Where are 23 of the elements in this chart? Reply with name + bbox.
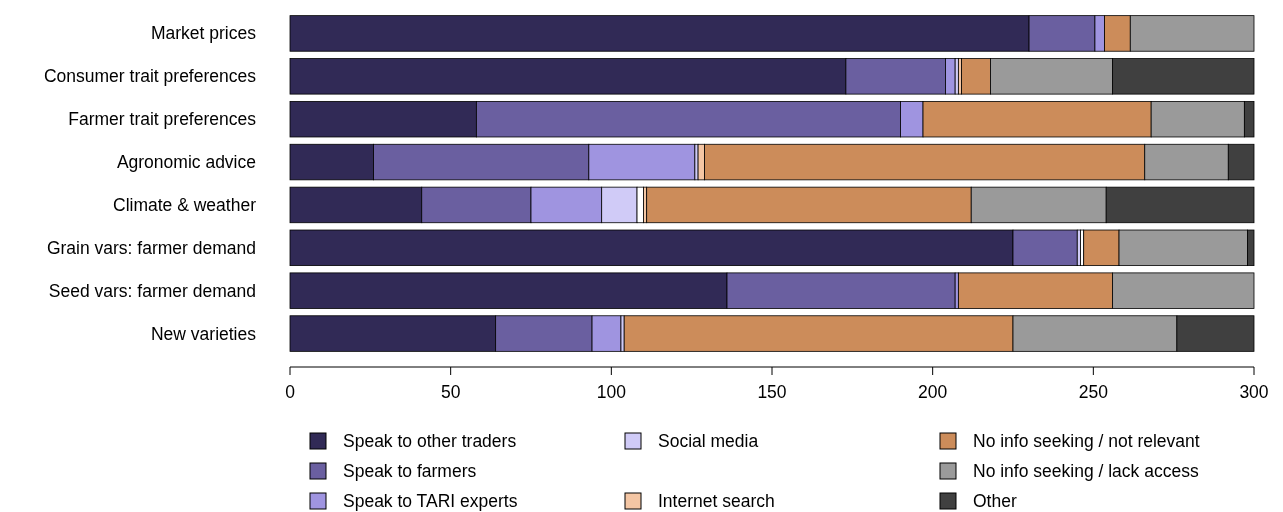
- y-tick-label: Seed vars: farmer demand: [48, 280, 256, 301]
- legend-label: Speak to other traders: [343, 431, 517, 451]
- y-tick-label: Farmer trait preferences: [68, 109, 257, 130]
- y-tick-label: Climate & weather: [113, 194, 257, 215]
- x-tick-label: 250: [1078, 382, 1109, 402]
- x-tick-label: 50: [440, 382, 461, 402]
- x-tick-label: 100: [596, 382, 627, 402]
- legend-label: Speak to TARI experts: [343, 491, 518, 511]
- legend-label: No info seeking / lack access: [973, 461, 1199, 481]
- y-tick-label: Agronomic advice: [116, 152, 256, 173]
- x-tick-label: 0: [285, 382, 296, 402]
- legend-label: Internet search: [658, 491, 775, 511]
- y-tick-label: Grain vars: farmer demand: [46, 237, 256, 258]
- x-tick-label: 300: [1239, 382, 1269, 402]
- legend-label: Social media: [658, 431, 759, 451]
- y-tick-label: Market prices: [150, 23, 257, 44]
- x-tick-label: 150: [757, 382, 787, 402]
- legend-label: Speak to farmers: [343, 461, 477, 481]
- y-tick-label: Consumer trait preferences: [43, 66, 257, 87]
- legend-label: Other: [973, 491, 1017, 511]
- legend-label: No info seeking / not relevant: [973, 431, 1200, 451]
- x-tick-label: 200: [918, 382, 948, 402]
- y-tick-label: New varieties: [150, 323, 257, 344]
